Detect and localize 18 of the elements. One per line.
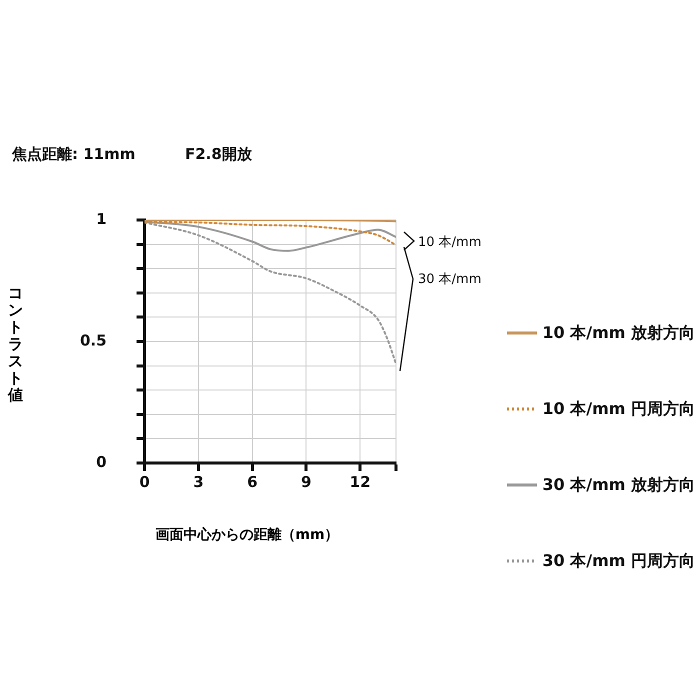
x-tick-label: 6 <box>247 472 258 491</box>
text: 30 本/mm <box>418 271 482 288</box>
y-tick-label: 1 <box>96 210 107 228</box>
x-tick-label: 9 <box>300 472 312 491</box>
y-axis-title: コントラスト値 <box>8 284 24 404</box>
legend-label: 10 本/mm 円周方向 <box>542 398 695 420</box>
chart-subtitle: F2.8開放 <box>185 145 252 164</box>
text: 10 本/mm <box>418 234 482 251</box>
legend-label: 10 本/mm 放射方向 <box>542 322 695 344</box>
y-tick-label: 0.5 <box>80 331 107 350</box>
x-tick-label: 0 <box>139 472 150 491</box>
chart-title: 焦点距離: 11mm <box>12 145 136 164</box>
legend-label: 30 本/mm 放射方向 <box>542 474 695 496</box>
y-tick-label: 0 <box>96 452 107 471</box>
x-tick-label: 3 <box>193 472 204 491</box>
legend-label: 30 本/mm 円周方向 <box>542 550 695 572</box>
x-tick-label: 12 <box>350 472 371 491</box>
x-axis-title: 画面中心からの距離（mm） <box>154 526 340 544</box>
